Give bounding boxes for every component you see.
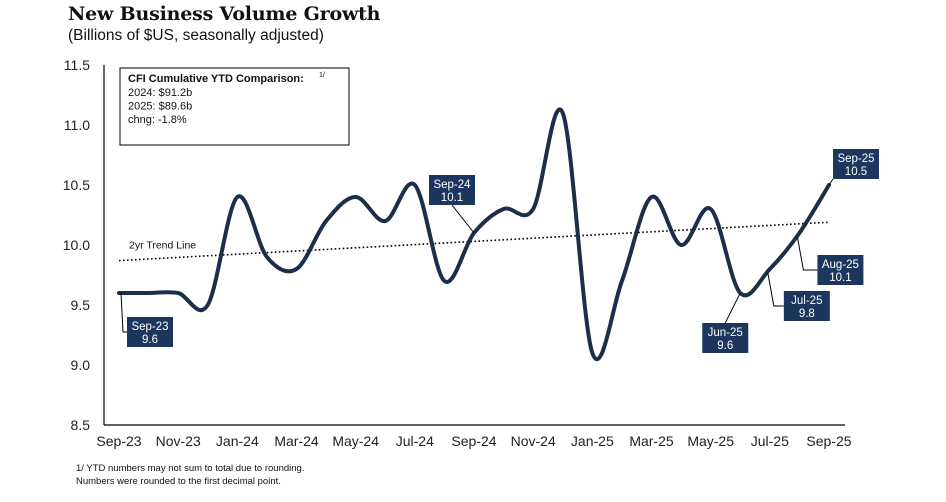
data-point <box>354 195 358 199</box>
footnotes: 1/ YTD numbers may not sum to total due … <box>76 462 304 488</box>
x-tick-label: Jul-24 <box>396 433 434 449</box>
data-point <box>295 267 299 271</box>
ytd-box-line: 2024: $91.2b <box>128 87 192 99</box>
data-point <box>502 207 506 211</box>
x-tick-label: May-25 <box>687 433 734 449</box>
data-point <box>383 219 387 223</box>
callout-jul-25: Jul-259.8 <box>767 272 830 321</box>
x-tick-label: Sep-23 <box>96 433 141 449</box>
x-tick-label: Jul-25 <box>751 433 789 449</box>
callout-period: Jun-25 <box>708 327 743 339</box>
chart-title: New Business Volume Growth <box>68 3 381 25</box>
footnote-2: Numbers were rounded to the first decima… <box>76 476 281 487</box>
data-point <box>235 195 239 199</box>
y-tick-label: 11.5 <box>64 57 90 73</box>
callout-leader <box>767 272 784 307</box>
callouts-group: Sep-239.6Sep-2410.1Jun-259.6Jul-259.8Aug… <box>120 149 879 353</box>
data-point <box>768 267 772 271</box>
callout-period: Sep-24 <box>433 179 471 191</box>
chart-subtitle: (Billions of $US, seasonally adjusted) <box>68 27 324 44</box>
data-point <box>650 195 654 199</box>
data-point <box>176 291 180 295</box>
data-point <box>442 279 446 283</box>
data-point <box>206 303 210 307</box>
x-tick-label: Sep-24 <box>451 433 496 449</box>
callout-period: Aug-25 <box>822 259 859 271</box>
x-tick-label: May-24 <box>332 433 379 449</box>
x-tick-label: Nov-24 <box>511 433 556 449</box>
callout-sep-23: Sep-239.6 <box>120 292 173 347</box>
y-tick-label: 10.0 <box>63 237 90 253</box>
trend-line <box>118 221 830 262</box>
series-group <box>117 107 831 362</box>
callout-period: Sep-23 <box>131 321 168 333</box>
data-point <box>531 207 535 211</box>
y-tick-label: 11.0 <box>64 117 90 133</box>
callout-jun-25: Jun-259.6 <box>702 292 749 353</box>
callout-leader <box>828 178 834 186</box>
footnote-1: 1/ YTD numbers may not sum to total due … <box>76 463 305 474</box>
data-point <box>324 219 328 223</box>
series-line <box>117 107 831 362</box>
callout-leader <box>796 236 818 271</box>
callout-box <box>783 291 830 321</box>
callout-value: 9.8 <box>799 308 815 320</box>
data-point <box>265 255 269 259</box>
axes <box>103 65 845 426</box>
y-axis-ticks: 8.5 9.0 9.5 10.0 10.5 11.0 11.5 <box>63 57 90 433</box>
x-axis-ticks: Sep-23 Nov-23 Jan-24 Mar-24 May-24 Jul-24 Sep-… <box>96 433 851 449</box>
y-tick-label: 8.5 <box>71 417 91 433</box>
callout-leader <box>120 292 127 333</box>
callout-box <box>833 149 879 179</box>
ytd-box-frame <box>119 67 350 146</box>
callout-period: Sep-25 <box>837 153 874 165</box>
ytd-box-line: chng: -1.8% <box>128 114 187 126</box>
data-point <box>147 291 151 295</box>
y-tick-label: 9.0 <box>71 357 91 373</box>
y-tick-label: 9.5 <box>71 297 91 313</box>
data-point <box>117 291 121 295</box>
trend-line-group: 2yr Trend Line <box>118 221 830 262</box>
ytd-box-title: CFI Cumulative YTD Comparison: <box>128 73 304 85</box>
callout-box <box>429 175 475 205</box>
data-point <box>709 207 713 211</box>
callout-leader <box>724 292 741 324</box>
data-point <box>413 183 417 187</box>
callout-box <box>702 323 749 353</box>
data-point <box>797 231 801 235</box>
data-point <box>561 111 565 115</box>
x-tick-label: Jan-25 <box>571 433 614 449</box>
callout-value: 10.1 <box>441 192 463 204</box>
y-tick-label: 10.5 <box>63 177 90 193</box>
x-tick-label: Jan-24 <box>216 433 259 449</box>
callout-value: 10.5 <box>845 166 867 178</box>
callout-value: 9.6 <box>142 334 158 346</box>
data-point <box>679 243 683 247</box>
callout-value: 10.1 <box>829 272 851 284</box>
data-point <box>620 279 624 283</box>
trend-line-label: 2yr Trend Line <box>129 240 196 252</box>
ytd-box-superscript: 1/ <box>319 72 325 79</box>
x-tick-label: Nov-23 <box>156 433 201 449</box>
ytd-comparison-box: CFI Cumulative YTD Comparison: 1/2024: $9… <box>119 67 350 146</box>
callout-box <box>127 317 173 347</box>
data-point <box>590 351 594 355</box>
ytd-box-line: 2025: $89.6b <box>128 101 192 113</box>
callout-period: Jul-25 <box>791 295 822 307</box>
callout-box <box>817 255 864 285</box>
x-tick-label: Mar-24 <box>274 433 319 449</box>
callout-value: 9.6 <box>717 340 733 352</box>
x-tick-label: Mar-25 <box>629 433 674 449</box>
callout-leader <box>451 204 475 234</box>
x-tick-label: Sep-25 <box>806 433 851 449</box>
